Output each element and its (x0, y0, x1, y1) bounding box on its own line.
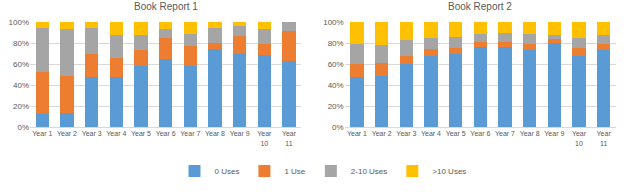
svg-text:100%: 100% (323, 18, 343, 27)
svg-text:Year 5: Year 5 (131, 130, 151, 137)
svg-text:Year 6: Year 6 (156, 130, 176, 137)
svg-text:Book Report 2: Book Report 2 (448, 1, 512, 12)
svg-text:Year 3: Year 3 (82, 130, 102, 137)
svg-text:Year 9: Year 9 (544, 130, 564, 137)
svg-text:Year 8: Year 8 (520, 130, 540, 137)
svg-text:Year10: Year10 (257, 130, 272, 146)
svg-text:100%: 100% (9, 18, 29, 27)
svg-text:Year 9: Year 9 (230, 130, 250, 137)
svg-text:Year 1: Year 1 (347, 130, 367, 137)
svg-text:Year 2: Year 2 (57, 130, 77, 137)
svg-text:20%: 20% (328, 102, 344, 111)
svg-text:0%: 0% (332, 123, 344, 132)
svg-text:60%: 60% (13, 60, 29, 69)
svg-text:0 Uses: 0 Uses (215, 167, 240, 176)
svg-text:0%: 0% (17, 123, 29, 132)
svg-text:>10 Uses: >10 Uses (432, 167, 466, 176)
svg-text:Year10: Year10 (572, 130, 587, 146)
svg-text:Year 2: Year 2 (372, 130, 392, 137)
svg-text:60%: 60% (328, 60, 344, 69)
svg-text:40%: 40% (13, 81, 29, 90)
svg-text:1 Use: 1 Use (284, 167, 305, 176)
svg-text:80%: 80% (13, 39, 29, 48)
svg-text:20%: 20% (13, 102, 29, 111)
svg-text:Year11: Year11 (597, 130, 612, 146)
svg-text:Year 3: Year 3 (396, 130, 416, 137)
svg-text:40%: 40% (328, 81, 344, 90)
svg-text:Year 4: Year 4 (106, 130, 126, 137)
svg-text:Year 7: Year 7 (495, 130, 515, 137)
svg-text:80%: 80% (328, 39, 344, 48)
svg-text:Year11: Year11 (282, 130, 297, 146)
svg-text:Year 5: Year 5 (446, 130, 466, 137)
svg-text:Year 6: Year 6 (470, 130, 490, 137)
svg-text:Year 1: Year 1 (32, 130, 52, 137)
svg-text:Year 8: Year 8 (205, 130, 225, 137)
svg-text:Book Report 1: Book Report 1 (134, 1, 198, 12)
svg-text:Year 4: Year 4 (421, 130, 441, 137)
svg-text:2-10 Uses: 2-10 Uses (351, 167, 387, 176)
svg-text:Year 7: Year 7 (180, 130, 200, 137)
